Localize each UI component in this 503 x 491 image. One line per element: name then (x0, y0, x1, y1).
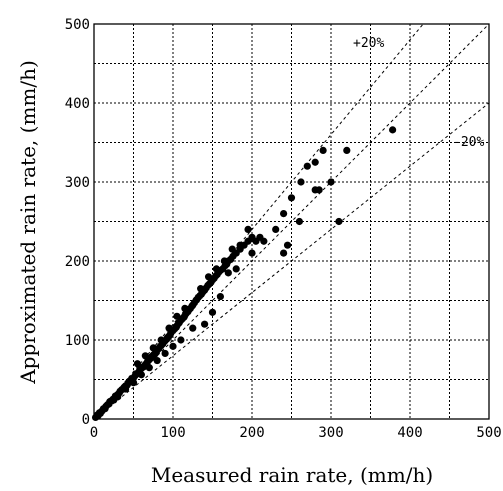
x-tick-label: 0 (90, 425, 98, 441)
data-point (232, 265, 240, 273)
data-point (204, 273, 213, 281)
x-tick-labels: 0 100 200 300 400 500 (90, 425, 502, 441)
y-tick-labels: 0 100 200 300 400 500 (65, 17, 90, 428)
data-point (319, 146, 327, 154)
data-point (169, 342, 177, 350)
y-tick-label: 0 (82, 412, 90, 428)
data-point (141, 352, 149, 360)
data-points (91, 126, 397, 422)
data-point (216, 292, 224, 301)
reference-lines (93, 23, 490, 420)
data-point (157, 336, 165, 344)
data-point (161, 349, 169, 358)
reference-line-2 (93, 102, 490, 420)
data-point (280, 249, 288, 257)
data-point (303, 162, 311, 170)
data-point (315, 186, 323, 194)
y-tick-label: 500 (65, 17, 90, 33)
x-tick-label: 100 (160, 425, 185, 441)
data-point (248, 249, 256, 257)
reference-line-0 (93, 23, 424, 420)
data-point (287, 194, 296, 202)
data-point (145, 364, 153, 372)
data-point (208, 308, 217, 316)
x-tick-label: 200 (239, 425, 264, 441)
data-point (260, 237, 268, 245)
y-tick-label: 300 (65, 175, 90, 191)
data-point (212, 265, 221, 273)
annotation-minus-20: -20% (453, 135, 484, 150)
data-point (153, 356, 161, 365)
data-point (137, 371, 145, 379)
x-tick-label: 400 (397, 425, 422, 441)
y-tick-label: 400 (65, 96, 90, 112)
data-point (165, 324, 173, 332)
data-point (173, 312, 181, 320)
data-point (197, 285, 205, 293)
x-axis-title: Measured rain rate, (mm/h) (151, 463, 433, 487)
plot-frame (93, 23, 490, 420)
data-point (129, 379, 138, 387)
data-point (181, 304, 189, 312)
data-point (297, 178, 305, 186)
data-point (236, 241, 244, 249)
data-point (189, 324, 197, 332)
data-point (283, 241, 292, 249)
x-tick-label: 500 (476, 425, 501, 441)
data-point (327, 178, 335, 186)
y-tick-label: 100 (65, 333, 90, 349)
annotation-plus-20: +20% (353, 36, 384, 51)
data-point (149, 344, 157, 352)
data-point (280, 210, 288, 218)
x-tick-label: 300 (318, 425, 343, 441)
y-axis-title: Approximated rain rate, (mm/h) (16, 60, 40, 385)
data-point (224, 269, 232, 277)
data-point (133, 360, 142, 368)
data-point (272, 225, 280, 233)
data-point (295, 217, 303, 226)
data-point (343, 146, 351, 154)
data-point (177, 336, 185, 344)
data-point (114, 393, 122, 401)
y-tick-label: 200 (65, 254, 90, 270)
data-point (220, 257, 228, 265)
data-point (335, 217, 343, 226)
data-point (311, 158, 319, 166)
data-point (201, 320, 209, 328)
data-point (389, 126, 397, 134)
data-point (122, 385, 130, 393)
data-point (228, 245, 236, 253)
data-point (244, 225, 252, 233)
